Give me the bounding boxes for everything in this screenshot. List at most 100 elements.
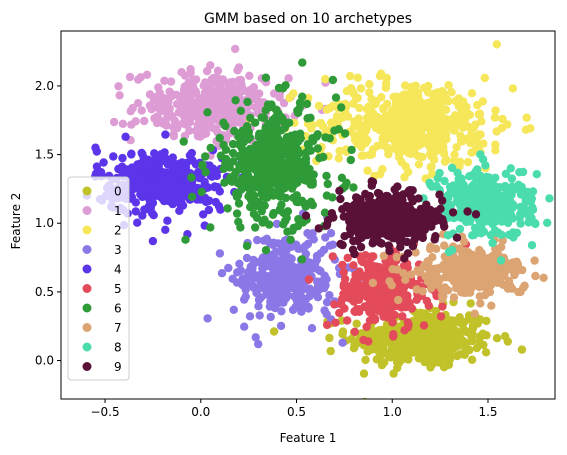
point-6 [322, 191, 332, 200]
point-2 [417, 105, 427, 114]
point-9 [404, 186, 414, 195]
series-0 [269, 297, 527, 399]
point-4 [128, 175, 137, 185]
point-6 [281, 193, 291, 203]
point-1 [137, 106, 146, 115]
point-2 [456, 157, 465, 166]
point-5 [340, 304, 349, 313]
y-tick-label: 0.0 [35, 354, 54, 368]
point-7 [480, 291, 490, 300]
point-6 [187, 173, 196, 182]
point-0 [473, 319, 482, 328]
point-6 [201, 152, 210, 161]
point-6 [302, 148, 311, 157]
point-8 [527, 241, 537, 250]
point-5 [350, 327, 359, 336]
point-7 [440, 283, 450, 292]
point-4 [137, 148, 146, 158]
point-6 [268, 210, 278, 219]
point-8 [432, 181, 441, 191]
point-8 [528, 187, 538, 196]
point-5 [371, 262, 381, 271]
point-8 [440, 176, 449, 186]
point-0 [378, 349, 387, 358]
point-7 [470, 309, 479, 318]
point-9 [367, 207, 376, 216]
point-9 [436, 204, 445, 213]
x-tick-label: 1.5 [478, 405, 497, 419]
point-6 [181, 235, 190, 244]
point-1 [166, 77, 176, 86]
point-0 [467, 333, 477, 342]
point-7 [442, 264, 451, 274]
point-6 [283, 207, 293, 216]
point-2 [438, 87, 447, 96]
point-2 [463, 109, 472, 118]
point-4 [163, 178, 173, 188]
point-2 [381, 83, 391, 93]
series-2 [245, 40, 535, 185]
point-5 [362, 322, 371, 332]
chart-title: GMM based on 10 archetypes [204, 11, 412, 27]
point-7 [487, 301, 496, 310]
series-8 [390, 150, 554, 265]
point-6 [289, 181, 298, 190]
point-1 [166, 92, 176, 101]
point-6 [296, 157, 305, 167]
point-6 [228, 139, 238, 149]
point-6 [260, 215, 269, 224]
point-1 [162, 121, 171, 130]
point-0 [481, 348, 491, 357]
point-8 [507, 203, 517, 213]
point-6 [242, 241, 252, 251]
point-2 [390, 122, 399, 132]
point-5 [322, 320, 332, 330]
point-5 [338, 260, 347, 270]
point-5 [351, 280, 360, 290]
point-8 [527, 213, 536, 222]
point-8 [477, 224, 486, 233]
point-6 [229, 157, 238, 166]
point-7 [451, 271, 460, 280]
point-3 [292, 301, 302, 310]
point-6 [286, 235, 295, 244]
point-4 [127, 150, 136, 159]
point-5 [350, 307, 359, 316]
point-1 [190, 102, 199, 112]
series-9 [301, 177, 481, 263]
point-3 [278, 264, 287, 274]
point-8 [466, 190, 476, 200]
point-8 [489, 211, 498, 221]
point-9 [365, 194, 374, 204]
point-1 [206, 86, 215, 95]
point-7 [399, 269, 408, 278]
point-6 [237, 165, 247, 174]
point-6 [297, 255, 307, 264]
point-3 [254, 339, 263, 349]
point-9 [409, 209, 419, 218]
point-9 [301, 211, 311, 220]
scatter-points [82, 40, 554, 399]
point-9 [314, 224, 323, 233]
point-0 [426, 341, 435, 351]
point-0 [445, 353, 455, 362]
point-0 [467, 355, 477, 364]
point-1 [134, 75, 143, 84]
point-3 [275, 298, 284, 307]
point-1 [191, 86, 200, 96]
point-7 [432, 244, 441, 253]
point-7 [392, 252, 401, 262]
point-0 [380, 358, 389, 367]
point-4 [185, 184, 194, 194]
point-6 [223, 204, 232, 213]
point-2 [417, 131, 427, 140]
point-2 [349, 99, 358, 108]
point-6 [308, 200, 317, 210]
point-9 [355, 234, 364, 243]
point-6 [233, 191, 243, 200]
point-3 [259, 279, 268, 289]
point-8 [464, 199, 474, 209]
point-4 [130, 164, 139, 173]
point-1 [223, 107, 232, 117]
point-4 [204, 205, 214, 215]
